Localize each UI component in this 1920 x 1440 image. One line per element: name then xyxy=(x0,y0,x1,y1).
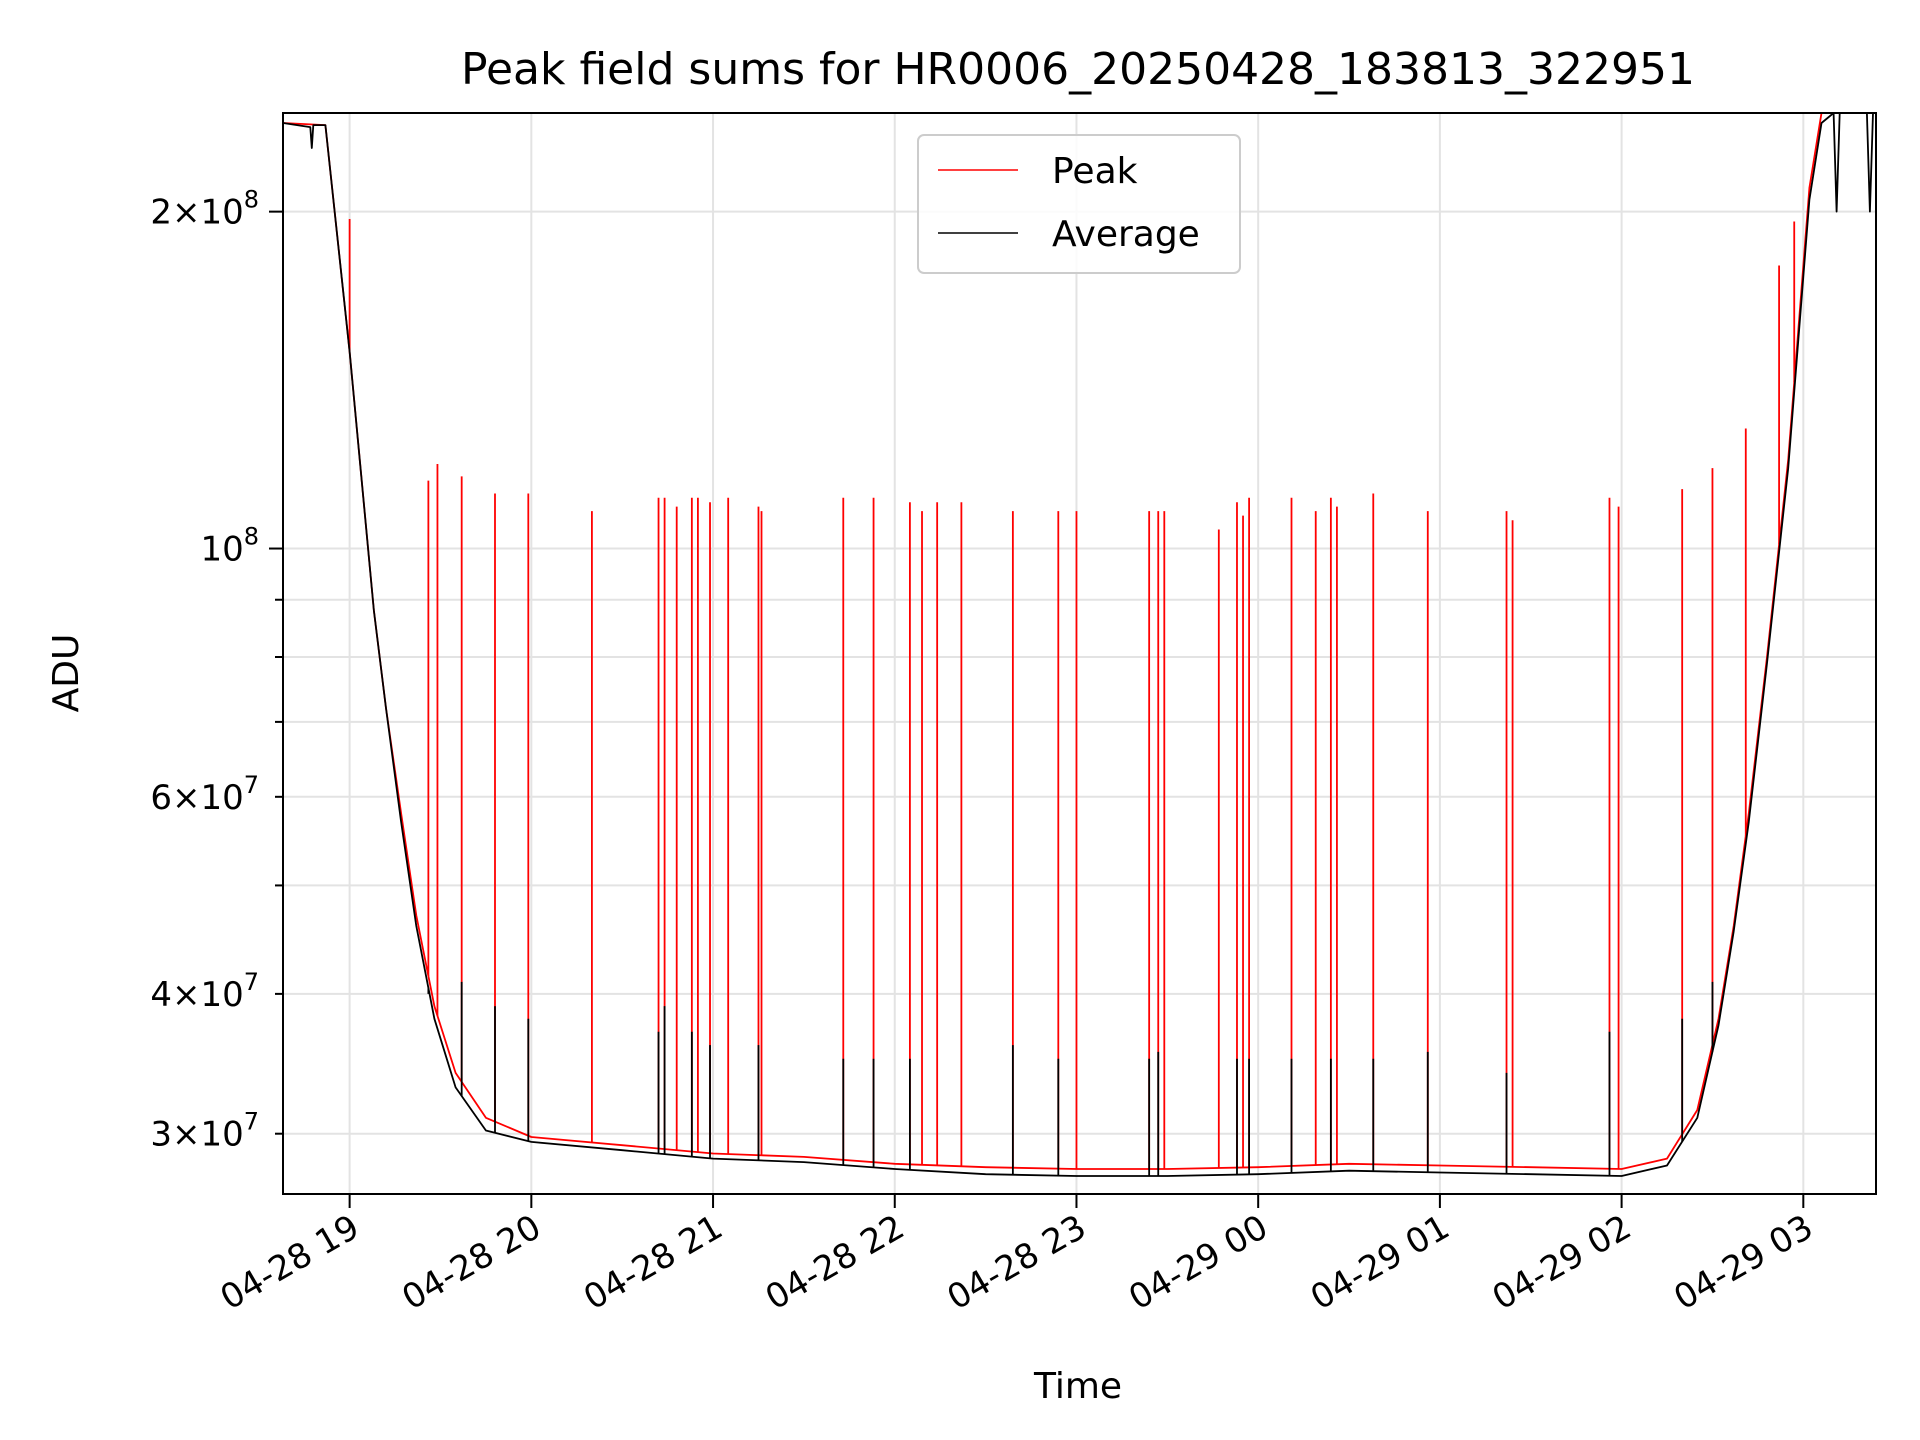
x-axis-label: Time xyxy=(1033,1366,1122,1407)
y-tick-label-minor-0: 3×107 xyxy=(150,1108,259,1155)
plot-frame xyxy=(282,112,1877,1195)
legend-label-average: Average xyxy=(1052,214,1200,255)
y-tick-label-minor-1: 4×107 xyxy=(150,968,259,1015)
series-group xyxy=(283,113,1876,1177)
y-tick-label-minor-2: 6×107 xyxy=(150,771,259,818)
series-average xyxy=(283,113,1876,1177)
legend-label-peak: Peak xyxy=(1052,151,1138,192)
y-axis-label: ADU xyxy=(46,634,87,713)
legend: Peak Average xyxy=(917,134,1241,274)
series-line-average xyxy=(283,113,1876,1177)
y-tick-label-major-0: 108 xyxy=(200,523,259,570)
y-axis-ticks: 108 2×108 3×107 4×107 6×107 xyxy=(150,186,283,1155)
series-peak xyxy=(283,113,1876,1170)
series-line-peak xyxy=(283,113,1876,1170)
chart-title: Peak field sums for HR0006_20250428_1838… xyxy=(461,44,1695,95)
y-tick-label-major-1: 2×108 xyxy=(150,186,259,233)
